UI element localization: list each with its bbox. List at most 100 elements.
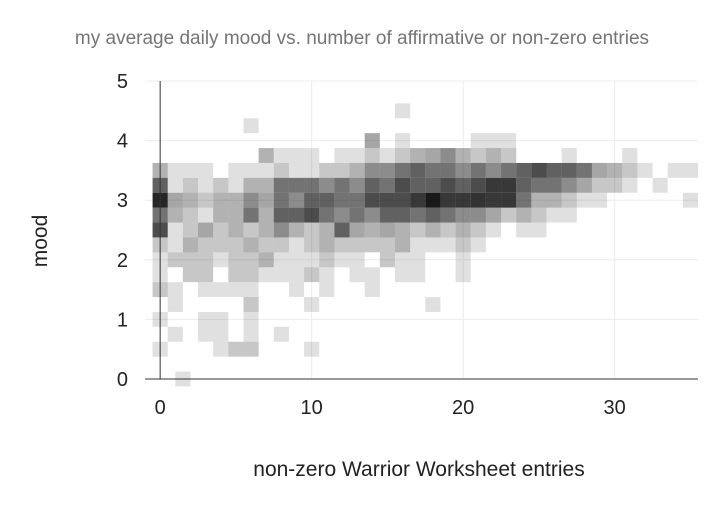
heatmap-cell [258, 162, 274, 178]
heatmap-cell [167, 207, 183, 223]
heatmap-cell [167, 237, 183, 253]
heatmap-cell [167, 282, 183, 298]
heatmap-cell [440, 222, 456, 238]
heatmap-cell [364, 192, 380, 208]
heatmap-cell [425, 237, 441, 253]
heatmap-cell [349, 267, 365, 283]
heatmap-cell [425, 222, 441, 238]
heatmap-cell [349, 162, 365, 178]
heatmap-cell [213, 222, 229, 238]
heatmap-cell [379, 222, 395, 238]
heatmap-cell [394, 103, 411, 119]
heatmap-cell [167, 192, 183, 208]
heatmap-cells [152, 103, 698, 387]
heatmap-cell [485, 177, 502, 193]
heatmap-cell [228, 282, 244, 298]
heatmap-cell [364, 162, 380, 178]
heatmap-cell [485, 133, 502, 149]
heatmap-cell [304, 162, 320, 178]
heatmap-cell [258, 222, 274, 238]
heatmap-cell [531, 207, 547, 223]
heatmap-cell [394, 222, 411, 238]
heatmap-cell [228, 192, 244, 208]
heatmap-cell [576, 192, 592, 208]
heatmap-cell [379, 237, 395, 253]
heatmap-cell [198, 282, 214, 298]
heatmap-cell [243, 282, 259, 298]
heatmap-cell [394, 162, 411, 178]
heatmap-cell [440, 162, 456, 178]
heatmap-cell [319, 282, 335, 298]
heatmap-cell [501, 207, 517, 223]
heatmap-cell [485, 192, 502, 208]
heatmap-cell [273, 267, 289, 283]
heatmap-cell [319, 222, 335, 238]
heatmap-cell [288, 252, 305, 268]
heatmap-cell [319, 162, 335, 178]
heatmap-cell [273, 192, 289, 208]
heatmap-cell [394, 207, 411, 223]
heatmap-cell [607, 177, 623, 193]
heatmap-cell [319, 267, 335, 283]
heatmap-cell [425, 177, 441, 193]
y-tick-label: 5 [117, 71, 128, 93]
heatmap-cell [213, 341, 229, 357]
heatmap-cell [243, 237, 259, 253]
x-tick-label: 10 [301, 397, 323, 419]
heatmap-cell [198, 162, 214, 178]
heatmap-cell [364, 207, 380, 223]
heatmap-cell [228, 252, 244, 268]
heatmap-cell [288, 192, 305, 208]
heatmap-cell [334, 148, 350, 163]
heatmap-cell [516, 192, 532, 208]
heatmap-cell [243, 311, 259, 327]
heatmap-cell [591, 177, 608, 193]
x-axis-label: non-zero Warrior Worksheet entries [253, 458, 584, 481]
heatmap-cell [379, 148, 395, 163]
heatmap-cell [470, 177, 486, 193]
heatmap-cell [667, 162, 683, 178]
heatmap-cell [379, 252, 395, 268]
heatmap-cell [410, 222, 426, 238]
heatmap-cell [304, 177, 320, 193]
heatmap-cell [334, 237, 350, 253]
heatmap-cell [304, 341, 320, 357]
heatmap-cell [561, 177, 577, 193]
heatmap-cell [349, 177, 365, 193]
heatmap-cell [228, 341, 244, 357]
heatmap-cell [561, 192, 577, 208]
heatmap-cell [273, 237, 289, 253]
heatmap-cell [228, 267, 244, 283]
heatmap-cell [622, 177, 638, 193]
heatmap-cell [243, 297, 259, 312]
heatmap-cell [198, 237, 214, 253]
heatmap-cell [273, 177, 289, 193]
heatmap-cell [425, 162, 441, 178]
heatmap-cell [425, 297, 441, 312]
heatmap-cell [425, 192, 441, 208]
heatmap-cell [182, 222, 199, 238]
heatmap-cell [198, 311, 214, 327]
heatmap-cell [410, 177, 426, 193]
heatmap-cell [591, 162, 608, 178]
heatmap-cell [682, 162, 698, 178]
heatmap-cell [198, 192, 214, 208]
heatmap-cell [652, 177, 668, 193]
heatmap-cell [531, 162, 547, 178]
heatmap-cell [349, 252, 365, 268]
heatmap-cell [349, 222, 365, 238]
heatmap-cell [531, 192, 547, 208]
heatmap-cell [213, 207, 229, 223]
heatmap-cell [455, 177, 471, 193]
heatmap-cell [334, 177, 350, 193]
heatmap-cell [394, 237, 411, 253]
heatmap-cell [516, 222, 532, 238]
heatmap-cell [304, 252, 320, 268]
heatmap-cell [379, 192, 395, 208]
heatmap-cell [304, 237, 320, 253]
heatmap-cell [470, 148, 486, 163]
heatmap-cell [485, 148, 502, 163]
heatmap-cell [243, 222, 259, 238]
heatmap-cell [394, 267, 411, 283]
heatmap-cell [485, 162, 502, 178]
